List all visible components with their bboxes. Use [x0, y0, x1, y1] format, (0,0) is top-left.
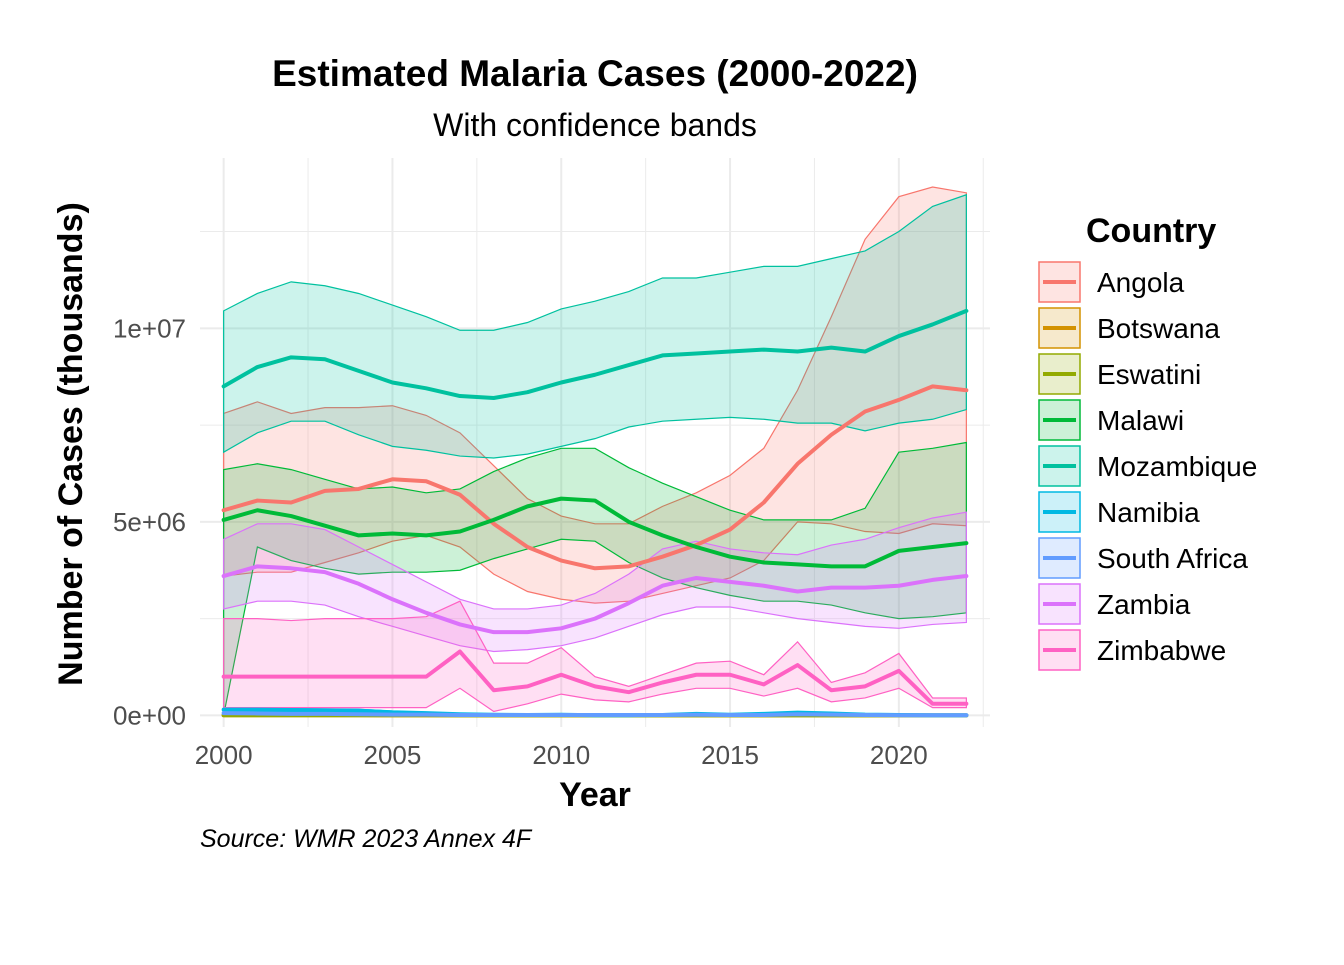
x-tick-label: 2020 [870, 740, 928, 770]
legend-item-malawi: Malawi [1039, 400, 1184, 440]
legend-label: Eswatini [1097, 359, 1201, 390]
legend-item-zambia: Zambia [1039, 584, 1191, 624]
legend-label: Mozambique [1097, 451, 1257, 482]
bands-layer [224, 187, 967, 715]
legend: Angola Botswana Eswatini Malawi Mozambique Na… [1039, 262, 1257, 670]
legend-label: Zambia [1097, 589, 1191, 620]
y-tick-label: 0e+00 [113, 700, 186, 730]
x-tick-label: 2005 [364, 740, 422, 770]
x-axis-title: Year [559, 776, 631, 814]
legend-label: Botswana [1097, 313, 1220, 344]
legend-title: Country [1086, 212, 1216, 250]
y-tick-label: 1e+07 [113, 313, 186, 343]
legend-label: Namibia [1097, 497, 1200, 528]
legend-item-south-africa: South Africa [1039, 538, 1248, 578]
legend-label: Zimbabwe [1097, 635, 1226, 666]
legend-label: Angola [1097, 267, 1185, 298]
legend-item-angola: Angola [1039, 262, 1185, 302]
legend-item-eswatini: Eswatini [1039, 354, 1201, 394]
legend-item-namibia: Namibia [1039, 492, 1200, 532]
legend-item-botswana: Botswana [1039, 308, 1220, 348]
legend-item-zimbabwe: Zimbabwe [1039, 630, 1226, 670]
y-tick-label: 5e+06 [113, 507, 186, 537]
legend-label: Malawi [1097, 405, 1184, 436]
chart-caption: Source: WMR 2023 Annex 4F [200, 825, 533, 853]
y-axis-title: Number of Cases (thousands) [52, 202, 90, 686]
chart-title: Estimated Malaria Cases (2000-2022) [272, 53, 918, 94]
x-tick-label: 2010 [532, 740, 590, 770]
chart-subtitle: With confidence bands [433, 107, 757, 143]
legend-label: South Africa [1097, 543, 1248, 574]
line-south-africa [224, 713, 967, 715]
legend-item-mozambique: Mozambique [1039, 446, 1257, 486]
x-tick-label: 2000 [195, 740, 253, 770]
x-tick-label: 2015 [701, 740, 759, 770]
